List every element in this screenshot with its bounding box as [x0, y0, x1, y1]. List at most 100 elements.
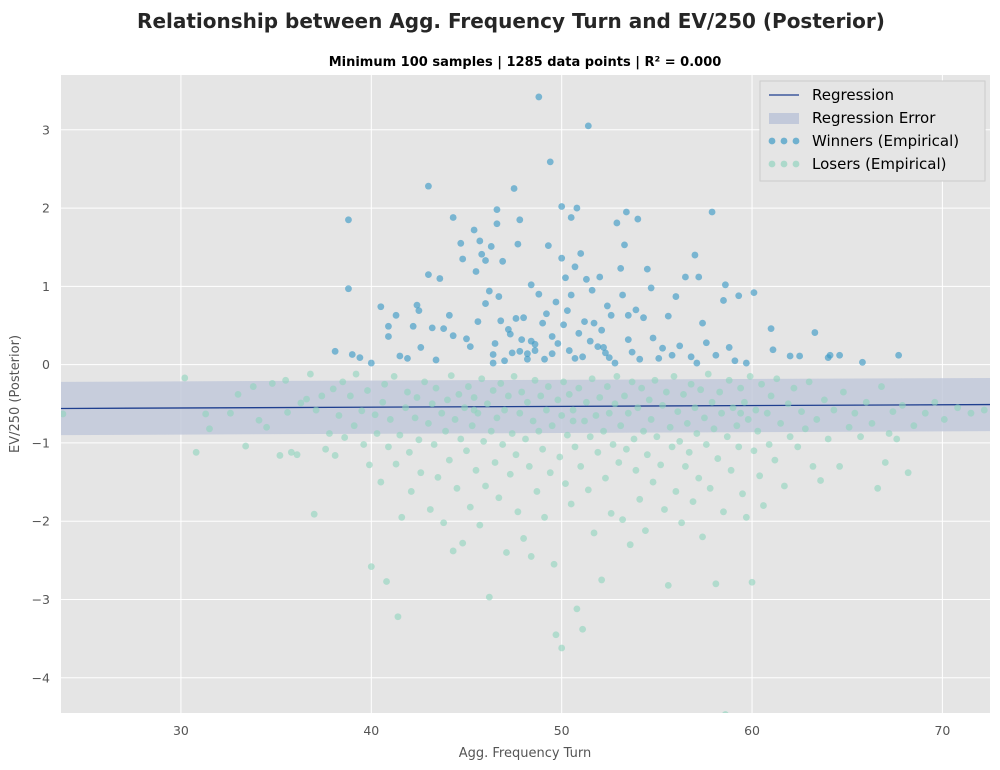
loser-point: [651, 376, 659, 384]
loser-point: [493, 414, 501, 422]
chart-subtitle: Minimum 100 samples | 1285 data points |…: [329, 55, 722, 70]
winner-point: [634, 215, 642, 223]
loser-point: [284, 408, 291, 416]
legend-winners-marker: [792, 137, 800, 145]
loser-point: [588, 375, 596, 383]
winner-point: [345, 285, 352, 293]
winner-point: [598, 326, 606, 334]
winner-point: [786, 352, 794, 360]
winner-point: [590, 319, 598, 327]
loser-point: [733, 422, 741, 430]
loser-point: [459, 539, 467, 547]
winner-point: [356, 354, 364, 361]
legend-error-swatch: [769, 113, 799, 124]
loser-point: [813, 416, 821, 423]
winner-point: [602, 349, 609, 357]
loser-point: [583, 398, 590, 406]
loser-point: [377, 478, 385, 486]
loser-point: [480, 437, 488, 445]
winner-point: [415, 307, 423, 315]
loser-point: [824, 435, 832, 443]
winner-point: [466, 343, 474, 351]
loser-point: [744, 416, 752, 423]
winner-point: [558, 254, 566, 262]
y-tick-label: 1: [42, 279, 50, 294]
loser-point: [425, 419, 432, 427]
loser-point: [632, 466, 640, 474]
loser-point: [910, 422, 918, 430]
x-axis-ticks: 30 40 50 60 70: [173, 723, 950, 738]
winner-point: [527, 281, 535, 289]
winner-point: [836, 351, 844, 359]
winner-point: [474, 318, 482, 325]
loser-point: [527, 553, 535, 560]
loser-point: [662, 388, 670, 396]
loser-point: [763, 409, 771, 417]
winner-point: [482, 300, 489, 307]
loser-point: [282, 376, 290, 384]
loser-point: [303, 395, 310, 403]
loser-point: [365, 461, 373, 469]
winner-point: [487, 243, 495, 250]
loser-point: [552, 631, 560, 639]
loser-point: [451, 416, 459, 423]
loser-point: [621, 392, 628, 400]
winner-point: [708, 208, 716, 216]
winner-point: [331, 347, 339, 355]
loser-point: [541, 513, 548, 521]
winner-point: [428, 324, 436, 332]
winner-point: [457, 239, 465, 247]
winner-point: [499, 257, 507, 265]
loser-point: [404, 388, 411, 396]
winner-point: [531, 347, 539, 354]
loser-point: [263, 423, 270, 431]
loser-point: [556, 453, 564, 461]
winner-point: [524, 350, 531, 358]
loser-point: [737, 409, 745, 417]
loser-point: [794, 443, 802, 451]
loser-point: [921, 409, 929, 417]
loser-point: [592, 412, 600, 419]
loser-point: [720, 508, 727, 516]
loser-point: [746, 372, 754, 380]
winner-point: [691, 251, 699, 259]
winner-point: [552, 298, 560, 306]
y-tick-label: 2: [42, 201, 50, 216]
winner-point: [769, 346, 777, 354]
loser-point: [760, 502, 767, 509]
loser-point: [851, 409, 859, 417]
winner-point: [385, 333, 392, 340]
loser-point: [674, 408, 682, 416]
loser-point: [741, 398, 748, 406]
loser-point: [899, 401, 906, 409]
x-tick-label: 70: [934, 723, 950, 738]
loser-point: [525, 463, 533, 470]
loser-point: [642, 527, 649, 535]
loser-point: [497, 380, 505, 387]
loser-point: [268, 380, 276, 387]
y-tick-label: −2: [32, 514, 50, 529]
loser-point: [463, 447, 470, 455]
loser-point: [563, 431, 571, 439]
winner-point: [501, 357, 508, 365]
loser-point: [718, 409, 725, 417]
loser-point: [434, 473, 442, 481]
legend-label: Losers (Empirical): [812, 155, 947, 173]
loser-point: [478, 375, 486, 383]
loser-point: [940, 416, 948, 423]
winner-point: [562, 274, 569, 282]
loser-point: [426, 506, 434, 513]
winner-point: [436, 275, 444, 282]
loser-point: [605, 409, 613, 417]
loser-point: [335, 412, 343, 419]
loser-point: [491, 459, 499, 466]
winner-point: [539, 319, 547, 327]
loser-point: [628, 378, 636, 386]
loser-point: [501, 406, 508, 414]
loser-point: [449, 547, 457, 555]
winner-point: [573, 204, 581, 212]
loser-point: [565, 390, 573, 398]
y-tick-label: 3: [42, 122, 50, 137]
legend-losers-marker: [780, 160, 788, 168]
winner-point: [659, 344, 666, 352]
